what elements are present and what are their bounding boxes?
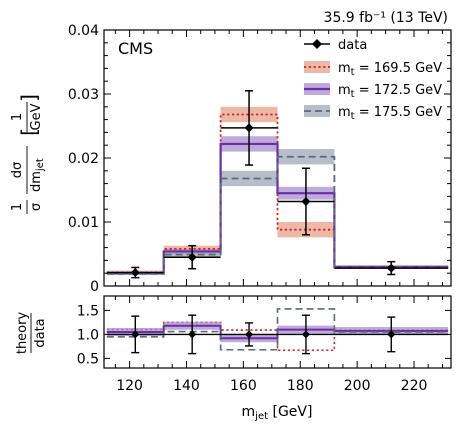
legend-swatch-band-169-5 <box>304 61 330 73</box>
main-ytick-label-4: 0.04 <box>68 23 99 39</box>
ylabel-unit-den: GeV <box>29 103 44 130</box>
main-ytick-label-2: 0.02 <box>68 151 99 167</box>
ratio-ylabel-num: theory <box>15 312 30 355</box>
legend: data mt = 169.5 GeV mt = 172.5 GeV mt = 17… <box>304 38 442 122</box>
ratio-data-marker-1 <box>188 330 197 339</box>
data-marker-1 <box>187 252 197 262</box>
ylabel-frac1-num: 1 <box>10 203 25 211</box>
xtick-label-4: 200 <box>344 378 371 394</box>
xtick-label-1: 140 <box>173 378 200 394</box>
ylabel-bracket-right: ] <box>17 94 41 102</box>
x-tick-labels: 120 140 160 180 200 220 <box>116 378 427 394</box>
data-marker-2 <box>244 123 254 133</box>
ylabel-frac2-num: dσ <box>10 162 25 179</box>
y-axis-label: 1 σ dσ dmjet [ 1 GeV ] <box>10 94 46 214</box>
xtick-label-0: 120 <box>116 378 143 394</box>
xlabel-unit: [GeV] <box>268 404 312 420</box>
ratio-data-marker-0 <box>131 330 140 339</box>
ylabel-bracket-left: [ <box>17 128 41 136</box>
xtick-label-2: 160 <box>230 378 257 394</box>
ylabel-frac1-den: σ <box>29 203 44 211</box>
main-ytick-label-3: 0.03 <box>68 87 99 103</box>
ratio-ytick-label-2: 1.5 <box>77 303 99 319</box>
data-marker-4 <box>386 263 396 273</box>
ratio-data-marker-3 <box>301 330 310 339</box>
legend-label-mt-172-5: mt = 172.5 GeV <box>338 83 442 100</box>
legend-label-data: data <box>338 38 367 53</box>
lumi-label: 35.9 fb⁻¹ (13 TeV) <box>324 10 448 26</box>
ratio-ytick-label-1: 1.0 <box>77 327 99 343</box>
main-x-ticks <box>114 30 443 286</box>
ratio-theory-lines <box>106 308 449 352</box>
legend-series: mt = 169.5 GeV mt = 172.5 GeV mt = 175.5 G… <box>304 61 442 122</box>
data-points <box>106 90 449 279</box>
xlabel-m: m <box>242 404 256 420</box>
main-y-ticks: 0 0.01 0.02 0.03 0.04 <box>68 23 451 295</box>
ylabel-frac2-den-sub: jet <box>35 158 46 172</box>
ratio-plot: 0.5 1.0 1.5 120 140 160 180 200 220 theory data <box>15 295 452 394</box>
ratio-plot-frame <box>103 295 452 369</box>
cms-label: CMS <box>118 39 153 58</box>
ylabel-frac2-den-group: dmjet <box>29 158 46 192</box>
legend-entry-data: data <box>304 38 367 53</box>
ratio-x-ticks <box>114 296 443 368</box>
band-mt-175-5-bin-3 <box>277 149 335 165</box>
ratio-data-marker-2 <box>245 330 254 339</box>
line-mt-175-5 <box>106 155 449 275</box>
x-axis-label: mjet [GeV] <box>242 404 313 422</box>
data-marker-3 <box>301 197 311 207</box>
ratio-data-points <box>106 314 449 355</box>
ratio-data-marker-4 <box>387 330 396 339</box>
main-plot: 0 0.01 0.02 0.03 0.04 CMS data mt = 169.5 Ge… <box>68 23 452 295</box>
xtick-label-5: 220 <box>401 378 428 394</box>
ylabel-frac2-den: dm <box>29 171 44 192</box>
main-ytick-label-1: 0.01 <box>68 215 99 231</box>
ylabel-unit-num: 1 <box>10 113 25 121</box>
main-ytick-label-0: 0 <box>90 279 99 295</box>
ratio-y-ticks: 0.5 1.0 1.5 <box>77 303 451 367</box>
xtick-label-3: 180 <box>287 378 314 394</box>
data-marker-0 <box>130 268 140 278</box>
ratio-ylabel-den: data <box>33 318 48 347</box>
ratio-ytick-label-0: 0.5 <box>77 351 99 367</box>
legend-label-mt-175-5: mt = 175.5 GeV <box>338 105 442 122</box>
legend-label-mt-169-5: mt = 169.5 GeV <box>338 61 442 78</box>
xlabel-sub: jet <box>254 411 268 422</box>
